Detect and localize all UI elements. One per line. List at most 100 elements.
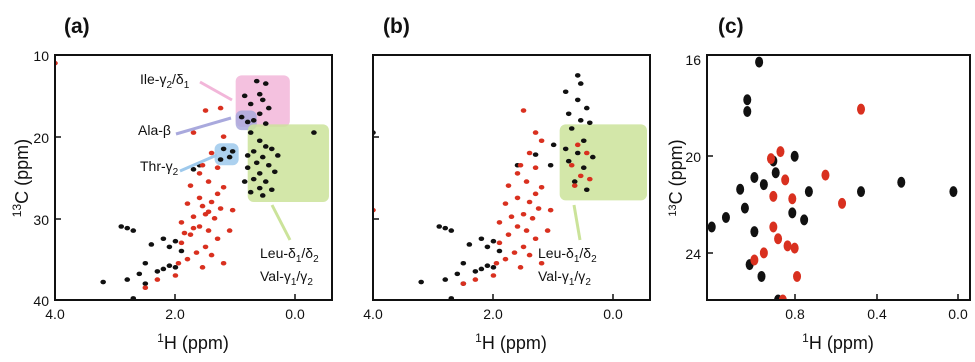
peak-a-s0-30: [247, 189, 254, 195]
peak-a-s1-26: [193, 250, 200, 255]
peak-b-s0-10: [562, 146, 569, 152]
peak-b-s0-36: [442, 225, 449, 231]
peak-a-s0-20: [253, 160, 260, 166]
peak-a-s0-29: [268, 187, 275, 193]
peak-b-s1-39: [538, 260, 545, 266]
peak-a-s1-37: [214, 191, 221, 197]
peak-b-s1-11: [517, 162, 524, 168]
y-tick-c-20: 20: [685, 149, 701, 165]
peak-a-s0-53: [178, 248, 185, 254]
peak-a-s1-4: [220, 134, 227, 139]
peak-a-s1-14: [184, 201, 191, 206]
peak-c-s0-9: [804, 186, 813, 198]
x-tick-a-0: 0.0: [285, 306, 305, 322]
peak-a-s0-0: [253, 78, 260, 84]
plot-frame-a: [54, 54, 333, 301]
peak-a-s1-31: [172, 273, 179, 278]
x-tick-b-0: 0.0: [603, 306, 623, 322]
peak-c-s0-8: [771, 167, 780, 179]
peak-a-s0-3: [241, 93, 248, 99]
peak-a-s0-10: [262, 121, 269, 126]
peak-a-s0-28: [256, 185, 263, 191]
peak-b-s0-31: [478, 236, 485, 242]
peak-c-s0-12: [750, 226, 759, 238]
peak-a-s0-44: [124, 277, 131, 282]
peak-a-s1-13: [208, 199, 215, 205]
peak-a-s1-38: [199, 203, 206, 209]
y-tick-a-40: 40: [33, 293, 49, 309]
peak-b-s1-14: [523, 179, 530, 184]
peak-c-s1-3: [781, 174, 790, 186]
peak-c-s0-13: [721, 212, 730, 224]
peak-b-s0-1: [577, 81, 584, 86]
y-tick-c-24: 24: [685, 246, 701, 262]
peak-b-s0-4: [583, 105, 590, 111]
peak-a-s0-15: [250, 149, 257, 154]
peak-a-s0-54: [124, 225, 131, 231]
peak-a-s1-10: [187, 183, 194, 188]
panel-label-a: (a): [64, 15, 90, 38]
peak-c-s1-10: [783, 240, 792, 252]
peak-a-s0-45: [142, 281, 149, 286]
peak-a-s0-56: [118, 224, 125, 229]
peak-a-s1-28: [184, 256, 191, 262]
peak-a-s0-1: [262, 81, 269, 86]
peak-c-s0-0: [755, 56, 764, 68]
peak-a-s1-12: [196, 195, 203, 201]
y-tick-a-10: 10: [33, 48, 49, 64]
peak-b-s0-12: [589, 154, 596, 160]
peak-b-s0-21: [478, 266, 485, 272]
peak-a-s1-7: [214, 165, 221, 170]
peak-b-s0-8: [568, 126, 575, 131]
peak-b-s1-8: [577, 173, 584, 179]
peak-b-s1-36: [490, 273, 497, 278]
peak-a-s1-6: [199, 162, 206, 168]
peak-b-s0-9: [580, 138, 587, 144]
peak-c-s1-12: [790, 242, 799, 254]
peak-b-s1-30: [520, 244, 527, 250]
peak-a-s0-21: [265, 162, 272, 168]
y-tick-a-30: 30: [33, 212, 49, 228]
y-axis-title-c: 13C (ppm): [666, 139, 686, 216]
peak-c-s1-1: [776, 146, 785, 158]
peak-b-s0-19: [547, 162, 554, 168]
peak-b-s1-10: [571, 183, 578, 188]
region-a-2: [214, 143, 239, 166]
y-axis-title-a: 13C (ppm): [10, 139, 32, 217]
peak-a-s1-15: [217, 206, 224, 211]
peak-c-s0-3: [790, 150, 799, 162]
peak-a-s1-3: [190, 130, 197, 135]
peak-a-s1-11: [220, 185, 227, 190]
peak-c-s1-13: [793, 270, 802, 282]
peak-b-s1-41: [547, 207, 554, 213]
peak-b-s1-20: [535, 206, 542, 211]
peak-c-s0-10: [788, 207, 797, 219]
region-b-0: [559, 124, 647, 201]
peak-a-s1-41: [181, 230, 188, 236]
peak-a-s1-1: [202, 108, 209, 113]
peak-a-s0-17: [244, 153, 251, 158]
x-tick-a-2: 2.0: [165, 306, 185, 322]
peak-b-s0-24: [472, 269, 479, 274]
peak-b-s1-1: [520, 108, 527, 113]
peak-a-s1-18: [211, 216, 218, 221]
peak-b-s1-18: [526, 199, 533, 205]
peak-a-s0-11: [244, 119, 251, 125]
peak-a-s0-35: [229, 149, 236, 154]
peak-a-s0-57: [142, 260, 149, 266]
peak-c-s1-5: [769, 190, 778, 202]
x-axis-title-b: 1H (ppm): [475, 331, 547, 353]
peak-b-s0-16: [583, 187, 590, 193]
peak-a-s0-12: [247, 130, 254, 135]
peak-a-s1-17: [190, 214, 197, 219]
peak-b-s1-40: [544, 228, 551, 233]
peak-a-s1-19: [178, 220, 185, 225]
peak-a-s0-55: [130, 228, 137, 233]
peak-c-s0-19: [757, 270, 766, 282]
peak-a-s0-6: [265, 105, 272, 111]
peak-c-s1-2: [766, 153, 775, 165]
ann-leu-b: Leu-δ1/δ2: [538, 245, 597, 265]
peak-c-s0-2: [743, 106, 752, 118]
peak-a-s0-40: [172, 265, 179, 270]
peak-b-s1-13: [514, 171, 521, 176]
